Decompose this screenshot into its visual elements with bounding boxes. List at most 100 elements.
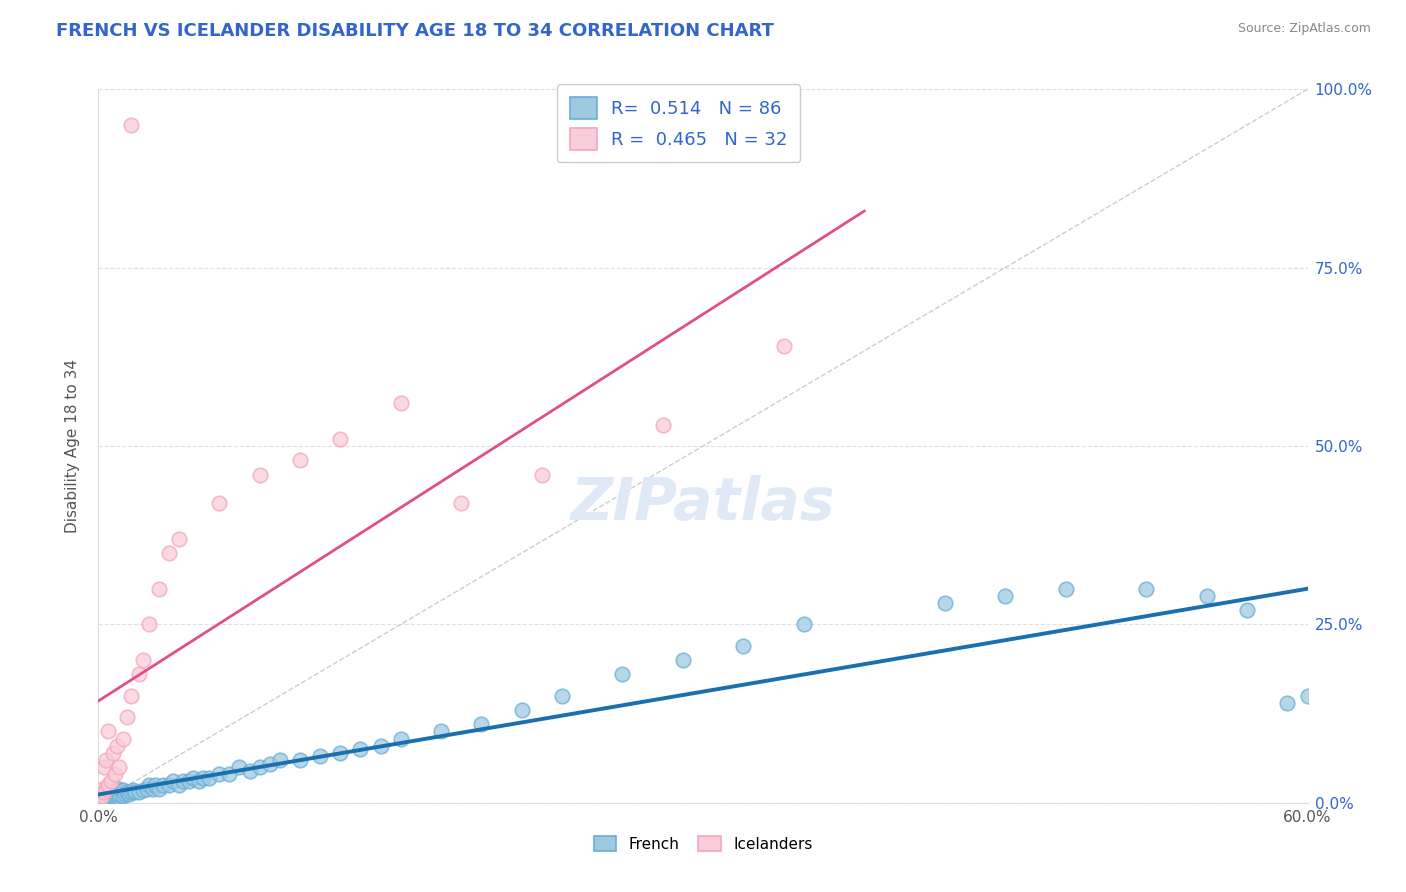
- Point: [309, 749, 332, 764]
- Point: [450, 496, 472, 510]
- Point: [612, 667, 634, 681]
- Point: [138, 617, 160, 632]
- Point: [91, 789, 114, 803]
- Point: [1296, 689, 1319, 703]
- Point: [91, 789, 114, 803]
- Point: [101, 790, 124, 805]
- Point: [97, 789, 120, 803]
- Point: [93, 760, 115, 774]
- Point: [157, 546, 180, 560]
- Point: [152, 778, 174, 792]
- Point: [1054, 582, 1077, 596]
- Point: [96, 792, 118, 806]
- Point: [218, 767, 240, 781]
- Point: [288, 453, 311, 467]
- Point: [1195, 589, 1218, 603]
- Point: [107, 790, 129, 805]
- Point: [389, 396, 412, 410]
- Point: [288, 753, 311, 767]
- Point: [96, 781, 118, 796]
- Point: [118, 787, 141, 801]
- Point: [329, 432, 352, 446]
- Point: [97, 787, 120, 801]
- Point: [138, 778, 160, 792]
- Point: [96, 785, 118, 799]
- Point: [172, 774, 194, 789]
- Point: [208, 496, 231, 510]
- Point: [198, 771, 221, 785]
- Point: [101, 789, 124, 803]
- Point: [120, 689, 142, 703]
- Point: [148, 781, 170, 796]
- Point: [793, 617, 815, 632]
- Point: [193, 771, 215, 785]
- Point: [470, 717, 492, 731]
- Point: [120, 118, 142, 132]
- Point: [93, 789, 115, 803]
- Point: [91, 792, 114, 806]
- Point: [188, 774, 211, 789]
- Point: [114, 787, 136, 801]
- Point: [101, 783, 124, 797]
- Point: [430, 724, 453, 739]
- Point: [100, 785, 122, 799]
- Point: [111, 731, 134, 746]
- Point: [370, 739, 392, 753]
- Point: [148, 582, 170, 596]
- Point: [239, 764, 262, 778]
- Point: [93, 792, 115, 806]
- Point: [93, 790, 115, 805]
- Point: [162, 774, 184, 789]
- Point: [551, 689, 574, 703]
- Y-axis label: Disability Age 18 to 34: Disability Age 18 to 34: [65, 359, 80, 533]
- Point: [157, 778, 180, 792]
- Point: [132, 783, 155, 797]
- Point: [105, 785, 128, 799]
- Point: [100, 789, 122, 803]
- Point: [249, 760, 271, 774]
- Point: [93, 785, 115, 799]
- Point: [96, 753, 118, 767]
- Point: [103, 787, 125, 801]
- Legend: French, Icelanders: French, Icelanders: [586, 828, 820, 859]
- Point: [97, 790, 120, 805]
- Point: [97, 724, 120, 739]
- Point: [269, 753, 291, 767]
- Point: [167, 778, 190, 792]
- Point: [97, 792, 120, 806]
- Point: [115, 710, 138, 724]
- Point: [143, 778, 166, 792]
- Point: [89, 792, 111, 806]
- Point: [259, 756, 281, 771]
- Point: [389, 731, 412, 746]
- Point: [1236, 603, 1258, 617]
- Point: [91, 781, 114, 796]
- Point: [228, 760, 250, 774]
- Point: [97, 778, 120, 792]
- Point: [103, 790, 125, 805]
- Point: [167, 532, 190, 546]
- Point: [733, 639, 755, 653]
- Point: [672, 653, 695, 667]
- Point: [934, 596, 956, 610]
- Point: [100, 790, 122, 805]
- Point: [651, 417, 673, 432]
- Point: [89, 792, 111, 806]
- Point: [96, 790, 118, 805]
- Point: [105, 790, 128, 805]
- Point: [103, 767, 125, 781]
- Point: [329, 746, 352, 760]
- Point: [111, 789, 134, 803]
- Point: [115, 785, 138, 799]
- Point: [96, 789, 118, 803]
- Point: [100, 774, 122, 789]
- Point: [105, 739, 128, 753]
- Point: [107, 781, 129, 796]
- Point: [100, 792, 122, 806]
- Point: [179, 774, 201, 789]
- Point: [97, 783, 120, 797]
- Point: [208, 767, 231, 781]
- Point: [91, 790, 114, 805]
- Point: [349, 742, 371, 756]
- Point: [1277, 696, 1299, 710]
